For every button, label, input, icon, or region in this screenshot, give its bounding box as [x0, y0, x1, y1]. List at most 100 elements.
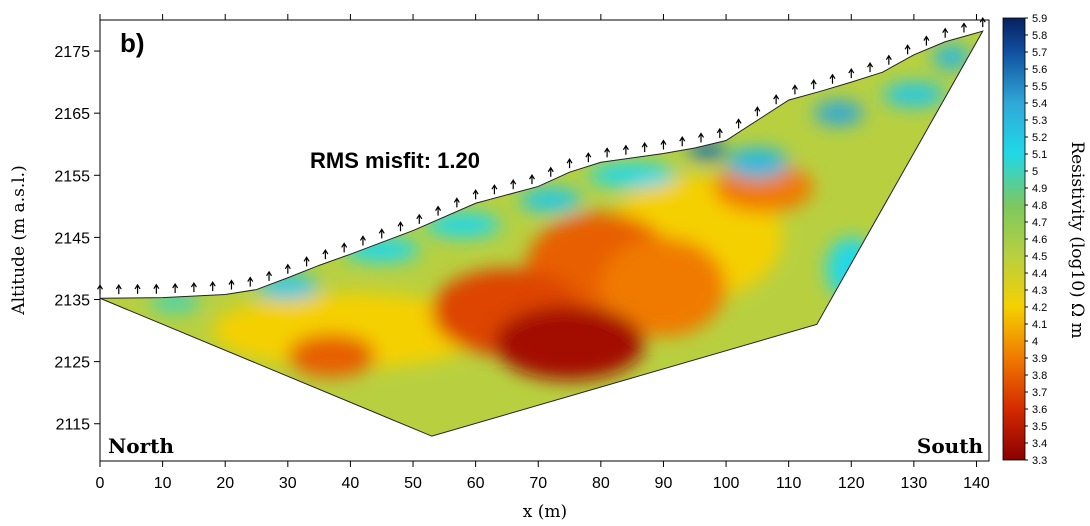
electrode — [942, 27, 949, 38]
electrode — [585, 152, 592, 163]
electrode — [885, 54, 892, 65]
colorbar-tick-label: 5.9 — [1032, 13, 1047, 25]
colorbar-tick-label: 5.3 — [1032, 115, 1047, 127]
x-tick-label: 130 — [901, 475, 928, 492]
y-tick-label: 2145 — [54, 230, 90, 247]
electrode — [190, 281, 197, 293]
electrode — [528, 174, 535, 185]
colorbar-tick-label: 5.6 — [1032, 64, 1047, 76]
electrode — [96, 284, 104, 295]
electrode — [754, 106, 761, 117]
electrode — [604, 147, 611, 158]
anomaly — [882, 82, 946, 107]
colorbar-tick-label: 4.5 — [1032, 251, 1047, 263]
anomaly — [688, 141, 727, 160]
colorbar-tick-label: 4.8 — [1032, 200, 1047, 212]
anomaly — [287, 333, 376, 378]
electrode — [547, 166, 554, 177]
electrode — [979, 17, 986, 28]
anomaly — [932, 44, 971, 70]
x-tick-label: 50 — [404, 475, 422, 492]
x-tick-label: 60 — [467, 475, 485, 492]
y-tick-label: 2155 — [54, 168, 90, 185]
electrode — [923, 35, 930, 46]
electrode — [378, 228, 385, 239]
x-tick-label: 70 — [529, 475, 547, 492]
electrode — [867, 62, 874, 73]
colorbar-tick-label: 4.4 — [1032, 268, 1047, 280]
colorbar-tick-label: 4.9 — [1032, 183, 1047, 195]
y-tick-label: 2165 — [54, 106, 90, 123]
colorbar-tick-label: 3.8 — [1032, 370, 1047, 382]
y-tick-label: 2115 — [56, 417, 91, 434]
x-tick-label: 110 — [776, 475, 802, 492]
colorbar-tick-label: 3.9 — [1032, 353, 1047, 365]
colorbar-tick-label: 5.7 — [1032, 47, 1047, 59]
anomaly — [588, 162, 676, 188]
electrode — [773, 94, 780, 105]
x-axis-label: x (m) — [523, 502, 567, 522]
annotation: RMS misfit: 1.20 — [310, 148, 480, 173]
plot-frame — [99, 19, 990, 462]
electrode — [397, 221, 404, 232]
colorbar-tick-label: 5 — [1032, 166, 1038, 178]
colorbar-tick-label: 5.4 — [1032, 98, 1047, 110]
anomaly — [713, 162, 814, 213]
anomaly — [494, 305, 645, 381]
x-tick-label: 140 — [963, 475, 990, 492]
anomaly — [519, 187, 583, 213]
colorbar-tick-label: 4 — [1032, 336, 1038, 348]
electrode — [435, 205, 442, 216]
electrode — [791, 84, 798, 95]
electrode — [453, 197, 460, 208]
colorbar-label: Resistivity (log10) Ω m — [1067, 141, 1087, 338]
x-tick-label: 40 — [342, 475, 360, 492]
anomaly — [256, 274, 320, 300]
colorbar-tick-label: 4.3 — [1032, 285, 1047, 297]
colorbar-tick-label: 5.5 — [1032, 81, 1047, 93]
x-tick-label: 100 — [713, 475, 740, 492]
electrode — [322, 248, 329, 260]
electrode — [472, 189, 479, 200]
colorbar-tick-label: 3.7 — [1032, 387, 1047, 399]
electrode — [735, 118, 742, 129]
electrode — [266, 270, 273, 281]
panel-label: b) — [120, 28, 145, 58]
electrode — [716, 127, 723, 138]
electrode — [359, 235, 366, 246]
anomaly — [726, 147, 789, 179]
colorbar-tick-label: 5.8 — [1032, 30, 1047, 42]
electrode — [247, 276, 254, 287]
colorbar-tick-label: 3.4 — [1032, 438, 1047, 450]
x-tick-label: 10 — [154, 475, 172, 492]
x-tick-label: 20 — [216, 475, 234, 492]
electrode — [134, 283, 141, 294]
colorbar-tick-label: 4.1 — [1032, 319, 1047, 331]
colorbar-tick-label: 5.2 — [1032, 132, 1047, 144]
y-axis-label: Altitude (m a.s.l.) — [9, 165, 29, 315]
colorbar-tick-label: 4.7 — [1032, 217, 1047, 229]
electrode — [303, 256, 310, 267]
x-tick-label: 80 — [592, 475, 610, 492]
colorbar-tick-label: 3.6 — [1032, 404, 1047, 416]
colorbar — [1002, 17, 1026, 461]
electrode — [904, 44, 911, 55]
electrode — [416, 213, 423, 224]
x-tick-label: 90 — [655, 475, 673, 492]
electrode — [341, 242, 348, 253]
resistivity-field — [100, 31, 983, 437]
anomaly — [826, 237, 877, 300]
anomaly — [344, 237, 420, 263]
colorbar-tick-label: 3.5 — [1032, 421, 1047, 433]
electrode — [698, 132, 705, 143]
anomaly — [212, 293, 489, 368]
electrode — [848, 67, 855, 79]
electrode — [641, 142, 648, 153]
anomaly — [813, 100, 864, 126]
electrode — [228, 279, 235, 290]
electrode — [679, 136, 686, 147]
electrode — [829, 73, 836, 84]
anomalies — [150, 44, 971, 381]
y-tick-label: 2125 — [54, 355, 90, 372]
